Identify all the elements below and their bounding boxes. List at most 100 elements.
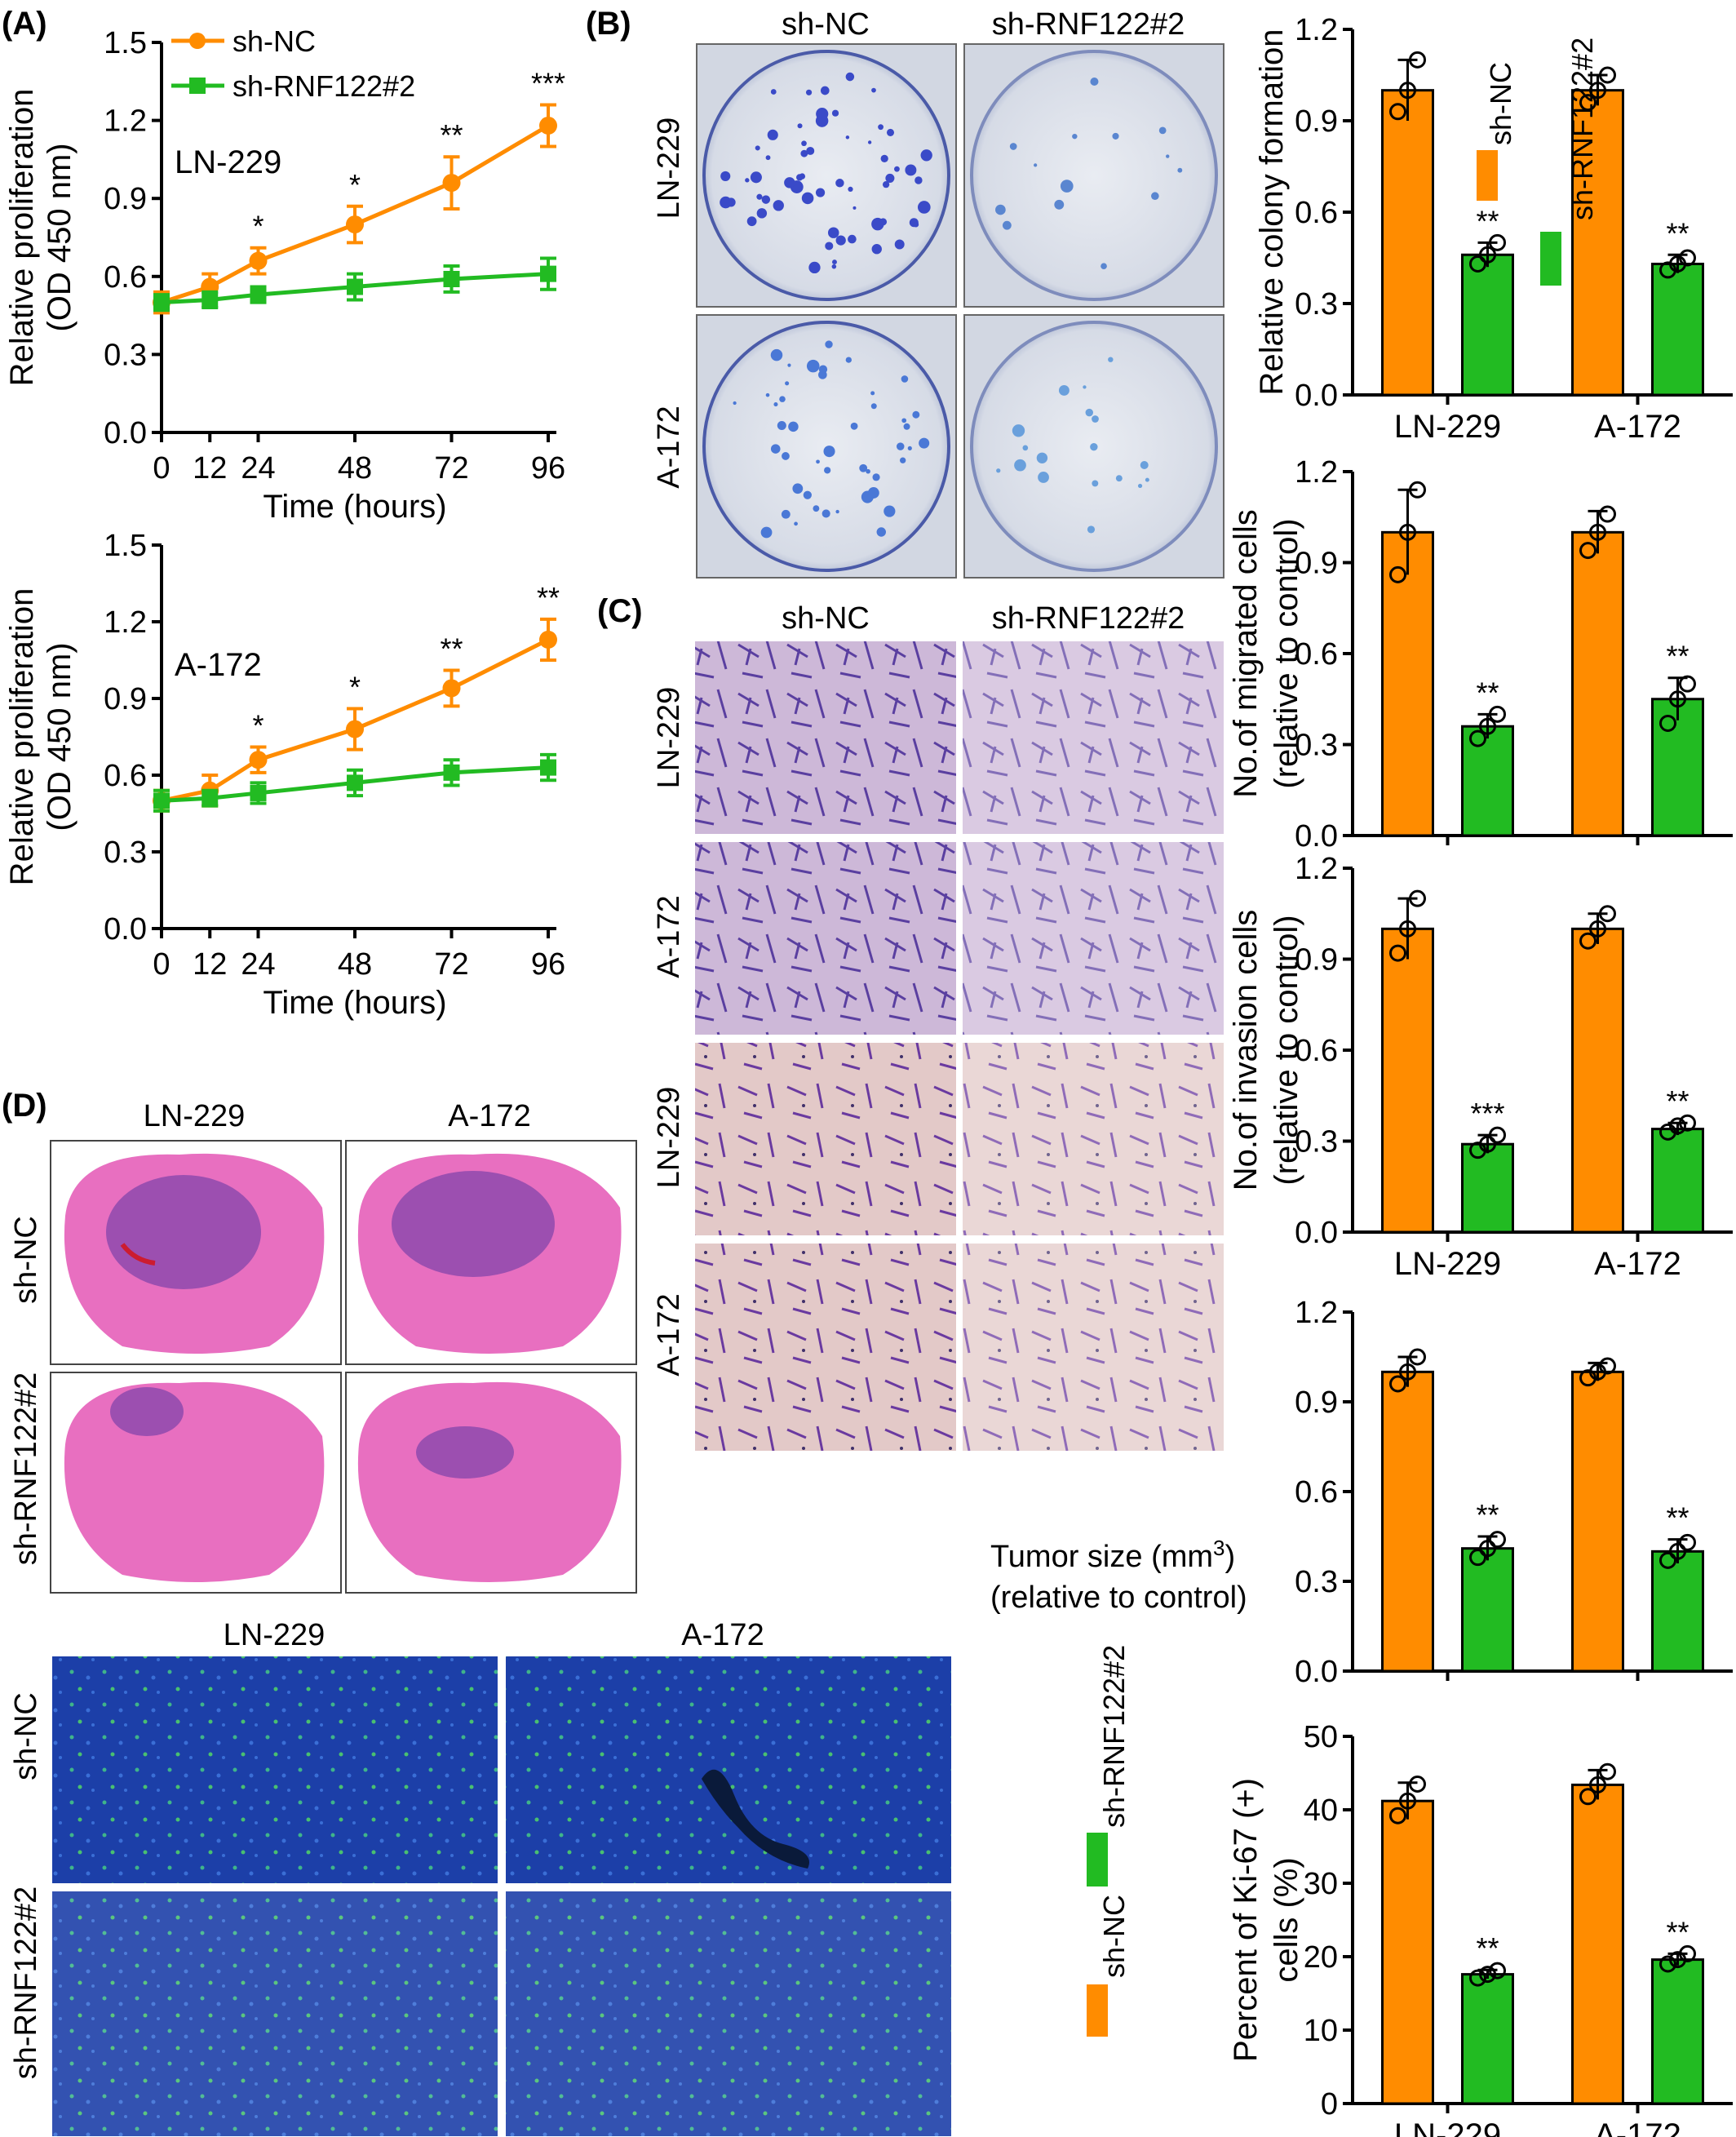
bar-nc-0	[1381, 530, 1434, 837]
y-tick-label: 0.9	[1295, 547, 1338, 581]
y-tick-label: 1.2	[1295, 852, 1338, 886]
colony-dot	[894, 166, 900, 172]
colony-dot	[1083, 385, 1087, 389]
replicate-point	[1579, 932, 1596, 950]
legend-ki67: sh-NC sh-RNF122#2	[1087, 1645, 1131, 2037]
legend-proliferation: sh-NC sh-RNF122#2	[171, 24, 415, 103]
y-tick-label: 0.6	[104, 260, 147, 295]
significance-label: **	[440, 632, 463, 666]
colony-dot	[820, 86, 830, 95]
panel-label-a: (A)	[2, 6, 47, 42]
y-axis-title-line1: Relative proliferation	[4, 588, 40, 886]
replicate-point	[1389, 565, 1406, 583]
colony-dot	[835, 235, 846, 246]
colony-dot	[905, 164, 917, 176]
data-point-kd	[540, 265, 556, 282]
replicate-point	[1579, 542, 1596, 560]
legend-ki67-label-nc: sh-NC	[1097, 1895, 1131, 1978]
replicate-point	[1389, 944, 1406, 962]
colony-dot	[848, 186, 853, 193]
y-tick-label: 40	[1304, 1793, 1338, 1828]
colony-dot	[806, 359, 820, 373]
y-tick-label: 0.3	[1295, 1125, 1338, 1159]
colony-dot	[1058, 385, 1070, 396]
colony-dot	[1092, 415, 1099, 423]
legend-ki67-swatch-kd	[1087, 1833, 1108, 1887]
colony-dot	[868, 140, 872, 144]
x-category-label: LN-229	[1394, 409, 1501, 445]
replicate-point	[1599, 1762, 1616, 1780]
colony-dot	[750, 171, 762, 184]
replicate-point	[1659, 1551, 1676, 1569]
replicate-point	[1489, 1531, 1506, 1549]
colony-dot	[1166, 154, 1170, 158]
colony-dot	[871, 244, 882, 255]
replicate-point	[1579, 1788, 1596, 1806]
colony-dot	[794, 521, 798, 526]
colony-dot	[815, 188, 826, 197]
colony-dot	[901, 418, 907, 423]
colony-dot	[813, 505, 820, 512]
transwell-header-kd: sh-RNF122#2	[992, 601, 1185, 636]
panel-label-b: (B)	[586, 6, 631, 42]
colony-dot	[1002, 220, 1012, 230]
bar-kd-1	[1651, 1550, 1704, 1673]
x-tick-label: 0	[153, 451, 170, 485]
colony-dot	[1036, 452, 1048, 463]
replicate-point	[1659, 1955, 1676, 1973]
replicate-point	[1469, 1549, 1486, 1567]
data-point-kd	[202, 790, 219, 807]
colony-dot	[767, 129, 778, 140]
colony-dot	[816, 459, 820, 464]
colony-dot	[796, 174, 804, 181]
colony-dot	[785, 381, 790, 386]
colony-dot	[1100, 263, 1107, 270]
replicate-point	[1669, 1117, 1686, 1135]
colony-header-kd: sh-RNF122#2	[992, 7, 1185, 42]
colony-dot	[832, 259, 837, 265]
replicate-point	[1679, 1944, 1696, 1962]
significance-label: **	[1476, 204, 1499, 237]
colony-dot	[831, 264, 837, 269]
brain-header-ln229: LN-229	[144, 1099, 246, 1133]
legend-colony-label-kd: sh-RNF122#2	[1566, 38, 1599, 220]
y-tick-label: 0.9	[104, 182, 147, 216]
colony-dot	[818, 365, 828, 374]
ki67-row-label-nc: sh-NC	[9, 1692, 43, 1780]
brain-tumor-ln229-kd	[110, 1387, 184, 1436]
y-tick-label: 0.6	[1295, 196, 1338, 230]
ki67-header-ln229: LN-229	[224, 1618, 326, 1652]
colony-dot	[761, 195, 771, 204]
x-tick-label: 72	[434, 451, 468, 485]
replicate-point	[1489, 1126, 1506, 1144]
significance-label: **	[440, 118, 463, 152]
colony-dot	[822, 509, 830, 518]
significance-label: *	[349, 671, 361, 704]
colony-dot	[781, 509, 790, 519]
chart-migration: 0.0 0.3 0.6 0.9 1.2 ** ** No.of migrated cells(…	[1228, 455, 1733, 853]
colony-dot	[917, 201, 931, 214]
colony-dot	[782, 452, 790, 460]
transwell-photo-invasion-ln229-kd	[963, 1043, 1224, 1235]
colony-dot	[765, 392, 770, 397]
colony-dot	[845, 72, 855, 82]
replicate-point	[1479, 1540, 1496, 1558]
data-point-nc	[249, 251, 268, 270]
tumor-ylabel-line2: (relative to control)	[990, 1581, 1247, 1615]
colony-dot	[756, 193, 763, 200]
ki67-row-label-kd: sh-RNF122#2	[9, 1887, 43, 2080]
colony-dot	[779, 396, 786, 402]
colony-dot	[861, 490, 874, 503]
colony-row-label-ln229: LN-229	[652, 117, 686, 219]
replicate-point	[1679, 249, 1696, 267]
legend-colony-swatch-nc	[1477, 150, 1498, 201]
colony-dot	[801, 192, 814, 205]
colony-dot	[919, 437, 930, 449]
y-tick-label: 0	[1321, 2087, 1338, 2121]
replicate-point	[1409, 889, 1426, 907]
y-tick-label: 0.0	[1295, 1655, 1338, 1689]
colony-dot	[770, 348, 783, 361]
colony-dot	[852, 206, 857, 210]
brain-row-label-nc: sh-NC	[9, 1216, 43, 1304]
colony-dot	[914, 176, 923, 184]
